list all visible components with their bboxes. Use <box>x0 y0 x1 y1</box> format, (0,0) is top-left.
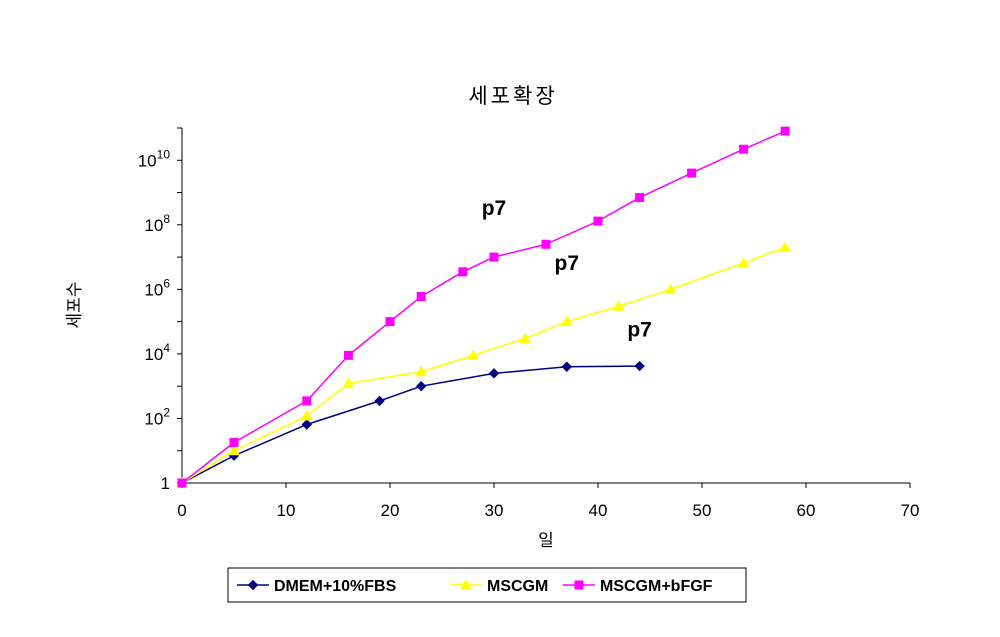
legend-label: MSCGM+bFGF <box>600 578 713 595</box>
series-dmem-fbs <box>178 362 645 488</box>
data-point-dmem-fbs <box>562 362 571 371</box>
y-tick-exponent: 2 <box>163 405 170 419</box>
y-tick-label: 1010 <box>138 147 171 170</box>
x-tick-label: 20 <box>381 501 400 520</box>
x-tick-label: 30 <box>485 501 504 520</box>
data-point-mscgm-bfgf <box>417 293 425 301</box>
x-tick-label: 70 <box>901 501 920 520</box>
x-tick-label: 10 <box>277 501 296 520</box>
data-point-mscgm-bfgf <box>542 240 550 248</box>
y-tick-exponent: 8 <box>163 212 170 226</box>
data-point-mscgm-bfgf <box>636 194 644 202</box>
axes: 01020304050607011021041061081010 <box>138 128 920 520</box>
y-tick-label: 106 <box>144 276 170 299</box>
series-layer <box>177 127 790 487</box>
data-point-mscgm-bfgf <box>230 438 238 446</box>
data-point-mscgm-bfgf <box>490 253 498 261</box>
y-tick-label: 108 <box>144 212 170 235</box>
series-line-dmem-fbs <box>182 366 640 483</box>
series-line-mscgm <box>182 247 785 483</box>
y-tick-exponent: 4 <box>163 341 170 355</box>
data-point-mscgm <box>739 258 749 267</box>
y-tick-exponent: 6 <box>163 276 170 290</box>
data-point-dmem-fbs <box>375 396 384 405</box>
chart-title: 세포확장 <box>468 84 557 108</box>
data-point-mscgm-bfgf <box>688 169 696 177</box>
y-tick-base: 10 <box>144 345 163 364</box>
y-tick-label: 102 <box>144 405 170 428</box>
data-point-mscgm <box>229 446 239 455</box>
y-tick-base: 10 <box>138 151 157 170</box>
data-point-mscgm-bfgf <box>386 318 394 326</box>
legend-label: DMEM+10%FBS <box>274 578 397 595</box>
annotation-p7: p7 <box>482 197 507 220</box>
data-point-dmem-fbs <box>417 382 426 391</box>
y-tick-base: 10 <box>144 280 163 299</box>
series-mscgm <box>177 242 790 487</box>
legend-label: MSCGM <box>487 578 548 595</box>
data-point-mscgm-bfgf <box>178 479 186 487</box>
legend-swatch-marker <box>575 581 583 589</box>
legend: DMEM+10%FBS MSCGM MSCGM+bFGF <box>228 568 746 602</box>
x-tick-label: 0 <box>177 501 186 520</box>
annotation-p7: p7 <box>627 318 652 341</box>
data-point-mscgm-bfgf <box>344 351 352 359</box>
data-point-dmem-fbs <box>490 369 499 378</box>
x-axis-label: 일 <box>538 531 554 551</box>
y-axis-label: 세포수 <box>65 282 85 329</box>
y-tick-base: 1 <box>161 474 170 493</box>
data-point-mscgm <box>780 242 790 251</box>
data-point-mscgm-bfgf <box>459 268 467 276</box>
data-point-mscgm-bfgf <box>781 127 789 135</box>
y-tick-label: 104 <box>144 341 170 364</box>
data-point-dmem-fbs <box>635 362 644 371</box>
y-tick-exponent: 10 <box>157 147 171 161</box>
series-line-mscgm-bfgf <box>182 131 785 483</box>
data-point-mscgm-bfgf <box>594 217 602 225</box>
x-tick-label: 50 <box>693 501 712 520</box>
y-tick-base: 10 <box>144 409 163 428</box>
data-point-mscgm <box>520 334 530 343</box>
x-tick-label: 60 <box>797 501 816 520</box>
x-tick-label: 40 <box>589 501 608 520</box>
annotation-p7: p7 <box>555 252 580 275</box>
y-tick-base: 10 <box>144 216 163 235</box>
data-point-mscgm-bfgf <box>303 397 311 405</box>
data-point-dmem-fbs <box>302 420 311 429</box>
y-tick-label: 1 <box>161 474 170 493</box>
data-point-mscgm-bfgf <box>740 145 748 153</box>
